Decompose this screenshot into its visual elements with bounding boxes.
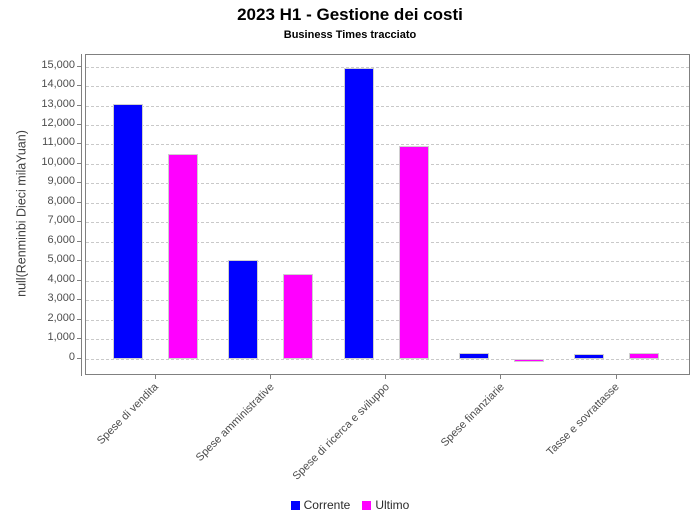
- y-tick-mark: [77, 338, 81, 340]
- x-tick-mark: [615, 375, 617, 379]
- y-tick-mark: [77, 299, 81, 301]
- gridline: [86, 144, 689, 146]
- gridline: [86, 358, 689, 360]
- legend-item-ultimo: Ultimo: [362, 498, 409, 512]
- gridline: [86, 339, 689, 341]
- page-title: 2023 H1 - Gestione dei costi: [237, 5, 463, 24]
- gridline: [86, 105, 689, 107]
- y-tick-mark: [77, 221, 81, 223]
- legend-label: Corrente: [303, 498, 351, 512]
- y-tick-label: 0: [68, 350, 75, 363]
- category-label: Spese amministrative: [193, 381, 277, 464]
- y-tick-label: 15,000: [41, 58, 75, 71]
- bar-corrente-3: [458, 353, 489, 359]
- gridline: [86, 66, 689, 68]
- y-tick-mark: [77, 357, 81, 359]
- y-tick-mark: [77, 260, 81, 262]
- bar-corrente-2: [343, 68, 374, 359]
- x-tick-mark: [500, 375, 502, 379]
- x-tick-mark: [269, 375, 271, 379]
- gridline: [86, 202, 689, 204]
- y-tick-mark: [77, 318, 81, 320]
- y-axis-line: [81, 54, 82, 376]
- gridline: [86, 125, 689, 126]
- gridline: [86, 241, 689, 243]
- bar-ultimo-2: [398, 146, 429, 359]
- gridline: [86, 163, 689, 165]
- y-tick-mark: [77, 85, 81, 86]
- y-tick-mark: [77, 162, 81, 164]
- plot-area: [85, 54, 690, 375]
- y-tick-mark: [77, 65, 81, 67]
- legend-item-corrente: Corrente: [290, 498, 351, 512]
- y-tick-mark: [77, 104, 81, 106]
- bar-ultimo-3: [513, 358, 544, 362]
- gridline: [86, 319, 689, 321]
- y-tick-label: 12,000: [41, 117, 75, 129]
- category-label: Tasse e sovrattasse: [544, 381, 622, 459]
- bar-ultimo-1: [283, 274, 314, 359]
- y-tick-label: 6,000: [47, 233, 75, 246]
- legend-swatch-icon: [290, 500, 300, 510]
- bar-corrente-0: [113, 103, 143, 359]
- category-label: Spese di vendita: [94, 381, 161, 448]
- gridline: [86, 183, 689, 185]
- y-tick-label: 8,000: [47, 194, 75, 207]
- y-tick-mark: [77, 124, 81, 125]
- y-tick-mark: [77, 201, 81, 203]
- x-tick-mark: [385, 375, 386, 379]
- gridline: [86, 261, 689, 263]
- y-tick-mark: [77, 279, 81, 281]
- y-tick-label: 5,000: [47, 253, 75, 266]
- y-tick-mark: [77, 182, 81, 184]
- y-tick-label: 7,000: [47, 214, 75, 227]
- y-tick-label: 4,000: [47, 272, 75, 285]
- chart-subtitle: Business Times tracciato: [283, 29, 417, 41]
- y-tick-label: 3,000: [47, 292, 75, 305]
- gridline: [86, 300, 689, 302]
- bar-corrente-4: [574, 353, 604, 359]
- y-tick-label: 9,000: [47, 175, 75, 188]
- legend-swatch-icon: [362, 500, 372, 510]
- bar-corrente-1: [228, 260, 259, 359]
- gridline: [86, 280, 689, 282]
- gridline: [86, 222, 689, 224]
- category-label: Spese di ricerca e sviluppo: [290, 381, 392, 483]
- bar-ultimo-0: [168, 154, 198, 359]
- y-tick-label: 14,000: [41, 78, 75, 90]
- legend: Corrente Ultimo: [0, 498, 700, 512]
- category-label: Spese finanziarie: [438, 381, 507, 450]
- y-tick-label: 11,000: [42, 136, 75, 149]
- gridline: [86, 86, 689, 87]
- y-tick-label: 13,000: [41, 97, 75, 110]
- legend-label: Ultimo: [375, 498, 410, 512]
- y-tick-label: 2,000: [47, 311, 75, 324]
- y-tick-label: 1,000: [47, 331, 75, 344]
- x-tick-mark: [154, 375, 156, 379]
- y-tick-mark: [77, 143, 81, 145]
- y-tick-label: 10,000: [41, 155, 75, 168]
- bar-ultimo-4: [629, 353, 659, 359]
- y-tick-mark: [77, 240, 81, 242]
